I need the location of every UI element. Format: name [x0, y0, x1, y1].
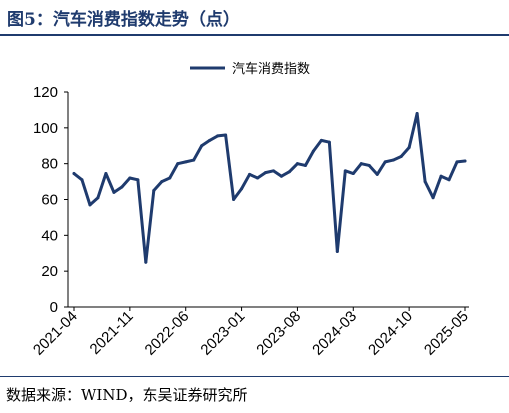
data-point — [88, 203, 92, 207]
legend-label: 汽车消费指数 — [232, 61, 310, 77]
source-divider — [0, 376, 509, 377]
data-point — [176, 162, 180, 166]
source-note: 数据来源：WIND，东吴证券研究所 — [6, 386, 248, 404]
data-point — [271, 169, 275, 173]
data-point — [224, 133, 228, 137]
data-point — [144, 260, 148, 264]
data-point — [104, 172, 108, 176]
data-point — [335, 249, 339, 253]
x-tick-label: 2025-05 — [421, 308, 472, 359]
data-point — [184, 160, 188, 164]
y-tick-label: 120 — [33, 84, 58, 101]
data-point — [463, 159, 467, 163]
data-point — [447, 178, 451, 182]
data-point — [128, 176, 132, 180]
data-point — [208, 138, 212, 142]
data-point — [264, 171, 268, 175]
y-tick-label: 80 — [41, 156, 58, 173]
data-point — [319, 138, 323, 142]
x-tick-label: 2021-11 — [87, 308, 137, 358]
data-point — [96, 196, 100, 200]
y-tick-label: 100 — [33, 120, 58, 137]
data-point — [72, 172, 76, 176]
data-point — [391, 158, 395, 162]
x-tick-label: 2022-06 — [142, 308, 193, 359]
data-point — [375, 172, 379, 176]
y-ticks: 0 20 40 60 80 100 120 — [33, 84, 68, 316]
data-point — [407, 146, 411, 150]
data-point — [192, 158, 196, 162]
data-point — [399, 155, 403, 158]
data-point — [168, 176, 172, 180]
legend: 汽车消费指数 — [190, 61, 310, 77]
data-point — [136, 178, 140, 182]
y-tick-label: 40 — [41, 227, 58, 244]
y-tick-label: 0 — [50, 299, 58, 316]
data-point — [160, 180, 164, 184]
chart-title: 图5：汽车消费指数走势（点） — [7, 10, 240, 30]
data-point — [415, 112, 419, 115]
data-point — [367, 163, 371, 167]
series-line — [72, 112, 467, 264]
data-point — [423, 180, 427, 184]
data-point — [311, 149, 315, 153]
data-point — [216, 134, 220, 138]
data-point — [431, 196, 435, 200]
y-tick-label: 20 — [41, 263, 58, 280]
x-tick-label: 2023-01 — [197, 308, 248, 359]
data-point — [248, 172, 252, 176]
x-tick-label: 2024-10 — [365, 308, 416, 359]
x-tick-label: 2023-08 — [253, 308, 304, 359]
data-point — [112, 190, 116, 194]
data-point — [240, 187, 244, 191]
data-point — [287, 170, 291, 174]
data-point — [295, 162, 299, 166]
data-point — [327, 140, 331, 144]
data-point — [120, 185, 124, 189]
x-tick-label: 2024-03 — [309, 308, 360, 359]
data-point — [279, 174, 283, 178]
data-point — [200, 144, 204, 148]
data-point — [439, 174, 443, 178]
data-point — [303, 163, 307, 167]
y-tick-label: 60 — [41, 192, 58, 209]
data-point — [256, 176, 260, 180]
data-point — [80, 178, 84, 182]
data-point — [359, 162, 363, 166]
data-points — [72, 112, 467, 264]
x-ticks: 2021-04 2021-11 2022-06 2023-01 2023-08 2024-… — [30, 307, 472, 359]
data-point — [351, 172, 355, 176]
title-divider — [0, 34, 509, 36]
title-bar: 图5：汽车消费指数走势（点） — [0, 0, 509, 36]
chart: 汽车消费指数 0 20 40 60 80 100 120 2021-04 2021-11 202… — [30, 61, 472, 359]
data-point — [232, 198, 236, 201]
data-point — [455, 160, 459, 164]
data-point — [343, 169, 347, 173]
data-point — [152, 189, 156, 193]
data-point — [383, 160, 387, 164]
